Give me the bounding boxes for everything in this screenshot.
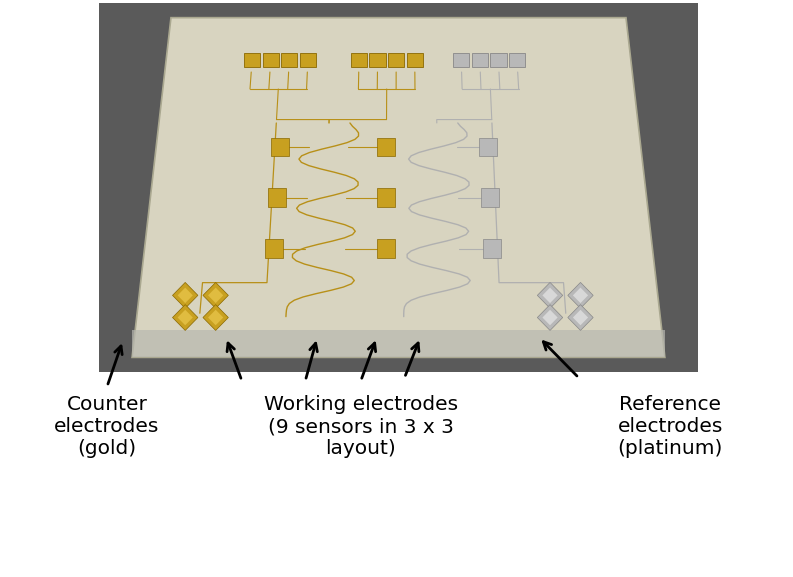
Bar [481,189,500,207]
Bar [370,53,385,67]
Polygon shape [173,282,198,308]
Polygon shape [208,310,224,325]
Bar [244,53,260,67]
Polygon shape [203,305,228,331]
Text: Counter
electrodes
(gold): Counter electrodes (gold) [55,395,159,458]
Bar [479,137,497,156]
Bar [377,239,395,258]
Bar [265,239,283,258]
Bar [484,239,501,258]
Bar [300,53,316,67]
Bar [490,53,507,67]
Polygon shape [573,287,588,303]
Bar [99,3,698,372]
Bar [262,53,279,67]
Polygon shape [178,287,193,303]
Polygon shape [178,310,193,325]
Bar [270,137,289,156]
Bar [453,53,469,67]
Bar [351,53,367,67]
Bar [388,53,404,67]
Polygon shape [132,18,665,357]
Text: Working electrodes
(9 sensors in 3 x 3
layout): Working electrodes (9 sensors in 3 x 3 l… [264,395,458,458]
Bar [472,53,488,67]
Polygon shape [203,282,228,308]
Polygon shape [568,305,593,331]
Polygon shape [538,282,563,308]
Bar [282,53,297,67]
Polygon shape [132,329,665,357]
Bar [407,53,423,67]
Polygon shape [542,287,557,303]
Polygon shape [538,305,563,331]
Bar [509,53,525,67]
Polygon shape [542,310,557,325]
Polygon shape [173,305,198,331]
Polygon shape [208,287,224,303]
Bar [377,189,395,207]
Polygon shape [568,282,593,308]
Bar [268,189,285,207]
Text: Reference
electrodes
(platinum): Reference electrodes (platinum) [618,395,722,458]
Bar [377,137,396,156]
Polygon shape [573,310,588,325]
